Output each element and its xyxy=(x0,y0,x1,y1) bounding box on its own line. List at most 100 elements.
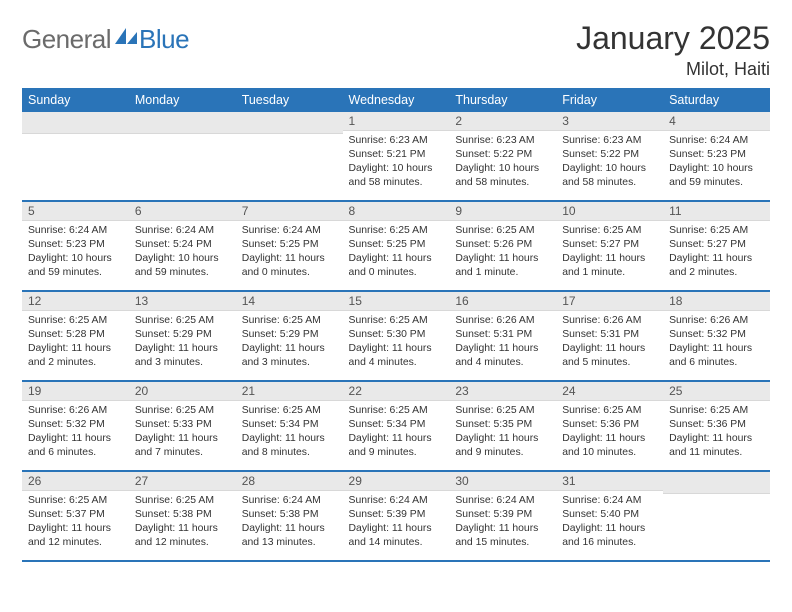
calendar-cell: 10Sunrise: 6:25 AMSunset: 5:27 PMDayligh… xyxy=(556,201,663,291)
calendar-week: 26Sunrise: 6:25 AMSunset: 5:37 PMDayligh… xyxy=(22,471,770,561)
calendar-cell: 9Sunrise: 6:25 AMSunset: 5:26 PMDaylight… xyxy=(449,201,556,291)
daylight-text: Daylight: 11 hours and 8 minutes. xyxy=(242,432,337,460)
day-details: Sunrise: 6:25 AMSunset: 5:28 PMDaylight:… xyxy=(22,311,129,374)
calendar-cell: 6Sunrise: 6:24 AMSunset: 5:24 PMDaylight… xyxy=(129,201,236,291)
calendar-cell xyxy=(22,112,129,201)
day-details: Sunrise: 6:23 AMSunset: 5:21 PMDaylight:… xyxy=(343,131,450,194)
calendar-cell: 13Sunrise: 6:25 AMSunset: 5:29 PMDayligh… xyxy=(129,291,236,381)
daylight-text: Daylight: 11 hours and 9 minutes. xyxy=(349,432,444,460)
calendar-cell: 1Sunrise: 6:23 AMSunset: 5:21 PMDaylight… xyxy=(343,112,450,201)
daylight-text: Daylight: 11 hours and 11 minutes. xyxy=(669,432,764,460)
day-number: 24 xyxy=(556,382,663,401)
sunrise-text: Sunrise: 6:25 AM xyxy=(28,314,123,328)
calendar-cell: 23Sunrise: 6:25 AMSunset: 5:35 PMDayligh… xyxy=(449,381,556,471)
day-number: 10 xyxy=(556,202,663,221)
calendar-cell xyxy=(129,112,236,201)
calendar-cell: 27Sunrise: 6:25 AMSunset: 5:38 PMDayligh… xyxy=(129,471,236,561)
daylight-text: Daylight: 11 hours and 1 minute. xyxy=(455,252,550,280)
sunset-text: Sunset: 5:29 PM xyxy=(135,328,230,342)
day-number xyxy=(236,112,343,134)
daylight-text: Daylight: 11 hours and 0 minutes. xyxy=(242,252,337,280)
day-number: 15 xyxy=(343,292,450,311)
sunset-text: Sunset: 5:28 PM xyxy=(28,328,123,342)
daylight-text: Daylight: 11 hours and 16 minutes. xyxy=(562,522,657,550)
sunset-text: Sunset: 5:34 PM xyxy=(349,418,444,432)
sunset-text: Sunset: 5:39 PM xyxy=(349,508,444,522)
sunset-text: Sunset: 5:25 PM xyxy=(349,238,444,252)
sunrise-text: Sunrise: 6:24 AM xyxy=(349,494,444,508)
sunset-text: Sunset: 5:32 PM xyxy=(669,328,764,342)
day-number xyxy=(22,112,129,134)
day-number: 18 xyxy=(663,292,770,311)
calendar-week: 19Sunrise: 6:26 AMSunset: 5:32 PMDayligh… xyxy=(22,381,770,471)
daylight-text: Daylight: 11 hours and 5 minutes. xyxy=(562,342,657,370)
day-details: Sunrise: 6:25 AMSunset: 5:34 PMDaylight:… xyxy=(343,401,450,464)
day-number: 14 xyxy=(236,292,343,311)
day-details: Sunrise: 6:23 AMSunset: 5:22 PMDaylight:… xyxy=(556,131,663,194)
calendar-cell: 28Sunrise: 6:24 AMSunset: 5:38 PMDayligh… xyxy=(236,471,343,561)
day-number: 6 xyxy=(129,202,236,221)
day-details: Sunrise: 6:23 AMSunset: 5:22 PMDaylight:… xyxy=(449,131,556,194)
dayhead-saturday: Saturday xyxy=(663,88,770,112)
day-number: 31 xyxy=(556,472,663,491)
brand-part2: Blue xyxy=(139,24,189,55)
daylight-text: Daylight: 11 hours and 10 minutes. xyxy=(562,432,657,460)
sunset-text: Sunset: 5:36 PM xyxy=(562,418,657,432)
sunset-text: Sunset: 5:30 PM xyxy=(349,328,444,342)
sunrise-text: Sunrise: 6:23 AM xyxy=(349,134,444,148)
calendar-cell: 4Sunrise: 6:24 AMSunset: 5:23 PMDaylight… xyxy=(663,112,770,201)
calendar-cell: 22Sunrise: 6:25 AMSunset: 5:34 PMDayligh… xyxy=(343,381,450,471)
calendar-cell: 12Sunrise: 6:25 AMSunset: 5:28 PMDayligh… xyxy=(22,291,129,381)
day-details: Sunrise: 6:25 AMSunset: 5:36 PMDaylight:… xyxy=(663,401,770,464)
calendar-week: 12Sunrise: 6:25 AMSunset: 5:28 PMDayligh… xyxy=(22,291,770,381)
daylight-text: Daylight: 10 hours and 59 minutes. xyxy=(28,252,123,280)
day-details: Sunrise: 6:25 AMSunset: 5:34 PMDaylight:… xyxy=(236,401,343,464)
sunrise-text: Sunrise: 6:25 AM xyxy=(349,314,444,328)
daylight-text: Daylight: 11 hours and 7 minutes. xyxy=(135,432,230,460)
sunset-text: Sunset: 5:25 PM xyxy=(242,238,337,252)
daylight-text: Daylight: 11 hours and 4 minutes. xyxy=(455,342,550,370)
daylight-text: Daylight: 11 hours and 12 minutes. xyxy=(28,522,123,550)
day-number: 21 xyxy=(236,382,343,401)
calendar-cell xyxy=(236,112,343,201)
day-details: Sunrise: 6:25 AMSunset: 5:26 PMDaylight:… xyxy=(449,221,556,284)
calendar-cell: 26Sunrise: 6:25 AMSunset: 5:37 PMDayligh… xyxy=(22,471,129,561)
day-details: Sunrise: 6:26 AMSunset: 5:32 PMDaylight:… xyxy=(22,401,129,464)
day-number: 8 xyxy=(343,202,450,221)
calendar-cell: 8Sunrise: 6:25 AMSunset: 5:25 PMDaylight… xyxy=(343,201,450,291)
sunset-text: Sunset: 5:36 PM xyxy=(669,418,764,432)
daylight-text: Daylight: 11 hours and 15 minutes. xyxy=(455,522,550,550)
sunset-text: Sunset: 5:21 PM xyxy=(349,148,444,162)
sunrise-text: Sunrise: 6:25 AM xyxy=(562,224,657,238)
calendar-cell: 2Sunrise: 6:23 AMSunset: 5:22 PMDaylight… xyxy=(449,112,556,201)
brand-logo: General Blue xyxy=(22,24,189,55)
day-details: Sunrise: 6:25 AMSunset: 5:27 PMDaylight:… xyxy=(663,221,770,284)
day-number: 27 xyxy=(129,472,236,491)
day-details: Sunrise: 6:25 AMSunset: 5:38 PMDaylight:… xyxy=(129,491,236,554)
sunrise-text: Sunrise: 6:25 AM xyxy=(242,314,337,328)
dayhead-tuesday: Tuesday xyxy=(236,88,343,112)
sunset-text: Sunset: 5:31 PM xyxy=(562,328,657,342)
dayhead-friday: Friday xyxy=(556,88,663,112)
sunset-text: Sunset: 5:24 PM xyxy=(135,238,230,252)
calendar-week: 5Sunrise: 6:24 AMSunset: 5:23 PMDaylight… xyxy=(22,201,770,291)
day-number: 2 xyxy=(449,112,556,131)
calendar-cell: 5Sunrise: 6:24 AMSunset: 5:23 PMDaylight… xyxy=(22,201,129,291)
sunrise-text: Sunrise: 6:25 AM xyxy=(135,404,230,418)
day-number: 12 xyxy=(22,292,129,311)
sunrise-text: Sunrise: 6:25 AM xyxy=(28,494,123,508)
day-number xyxy=(663,472,770,494)
day-details: Sunrise: 6:25 AMSunset: 5:30 PMDaylight:… xyxy=(343,311,450,374)
sunset-text: Sunset: 5:22 PM xyxy=(562,148,657,162)
daylight-text: Daylight: 10 hours and 58 minutes. xyxy=(455,162,550,190)
day-details: Sunrise: 6:24 AMSunset: 5:38 PMDaylight:… xyxy=(236,491,343,554)
daylight-text: Daylight: 11 hours and 2 minutes. xyxy=(669,252,764,280)
day-header-row: Sunday Monday Tuesday Wednesday Thursday… xyxy=(22,88,770,112)
sunrise-text: Sunrise: 6:25 AM xyxy=(455,224,550,238)
sunset-text: Sunset: 5:22 PM xyxy=(455,148,550,162)
location-label: Milot, Haiti xyxy=(576,59,770,80)
daylight-text: Daylight: 11 hours and 1 minute. xyxy=(562,252,657,280)
daylight-text: Daylight: 11 hours and 12 minutes. xyxy=(135,522,230,550)
sunrise-text: Sunrise: 6:25 AM xyxy=(455,404,550,418)
day-details: Sunrise: 6:25 AMSunset: 5:27 PMDaylight:… xyxy=(556,221,663,284)
